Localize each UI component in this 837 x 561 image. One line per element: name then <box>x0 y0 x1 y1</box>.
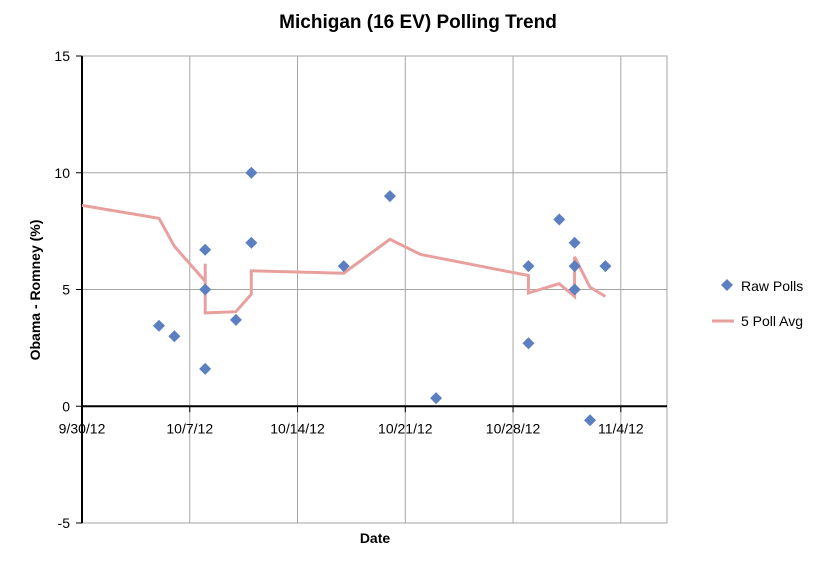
raw-poll-point <box>337 260 350 273</box>
legend-marker-raw-polls <box>721 279 733 291</box>
y-tick-label: 5 <box>62 282 70 298</box>
raw-poll-point <box>568 236 581 249</box>
legend-label-raw-polls: Raw Polls <box>741 278 803 294</box>
x-tick-label: 10/7/12 <box>166 420 213 436</box>
raw-poll-point <box>152 319 165 332</box>
grid <box>81 55 668 524</box>
axes: -50510159/30/1210/7/1210/14/1210/21/1210… <box>54 48 667 531</box>
raw-poll-point <box>599 260 612 273</box>
raw-poll-point <box>199 283 212 296</box>
raw-poll-point <box>229 313 242 326</box>
raw-poll-point <box>199 362 212 375</box>
raw-poll-point <box>245 236 258 249</box>
legend-label-5-poll-avg: 5 Poll Avg <box>741 313 803 329</box>
raw-poll-point <box>168 330 181 343</box>
raw-poll-point <box>199 243 212 256</box>
y-tick-label: 10 <box>54 165 70 181</box>
x-tick-label: 11/4/12 <box>598 420 644 436</box>
raw-poll-point <box>430 392 443 405</box>
x-tick-label: 10/28/12 <box>486 420 541 436</box>
raw-poll-point <box>245 166 258 179</box>
y-tick-label: 15 <box>54 48 70 64</box>
plot-area <box>81 166 612 427</box>
raw-poll-point <box>568 283 581 296</box>
raw-poll-point <box>522 260 535 273</box>
x-axis-title: Date <box>360 530 391 546</box>
y-tick-label: 0 <box>62 398 70 414</box>
raw-poll-point <box>553 213 566 226</box>
x-tick-label: 10/14/12 <box>270 420 325 436</box>
legend: Raw Polls 5 Poll Avg <box>712 278 803 329</box>
x-tick-label: 10/21/12 <box>378 420 433 436</box>
raw-poll-point <box>383 190 396 203</box>
y-axis-title: Obama - Romney (%) <box>27 220 43 361</box>
raw-poll-point <box>568 260 581 273</box>
series-line-5-poll-avg <box>81 203 607 315</box>
raw-poll-point <box>584 414 597 427</box>
y-tick-label: -5 <box>58 515 71 531</box>
chart-title: Michigan (16 EV) Polling Trend <box>279 12 557 33</box>
raw-poll-point <box>522 337 535 350</box>
